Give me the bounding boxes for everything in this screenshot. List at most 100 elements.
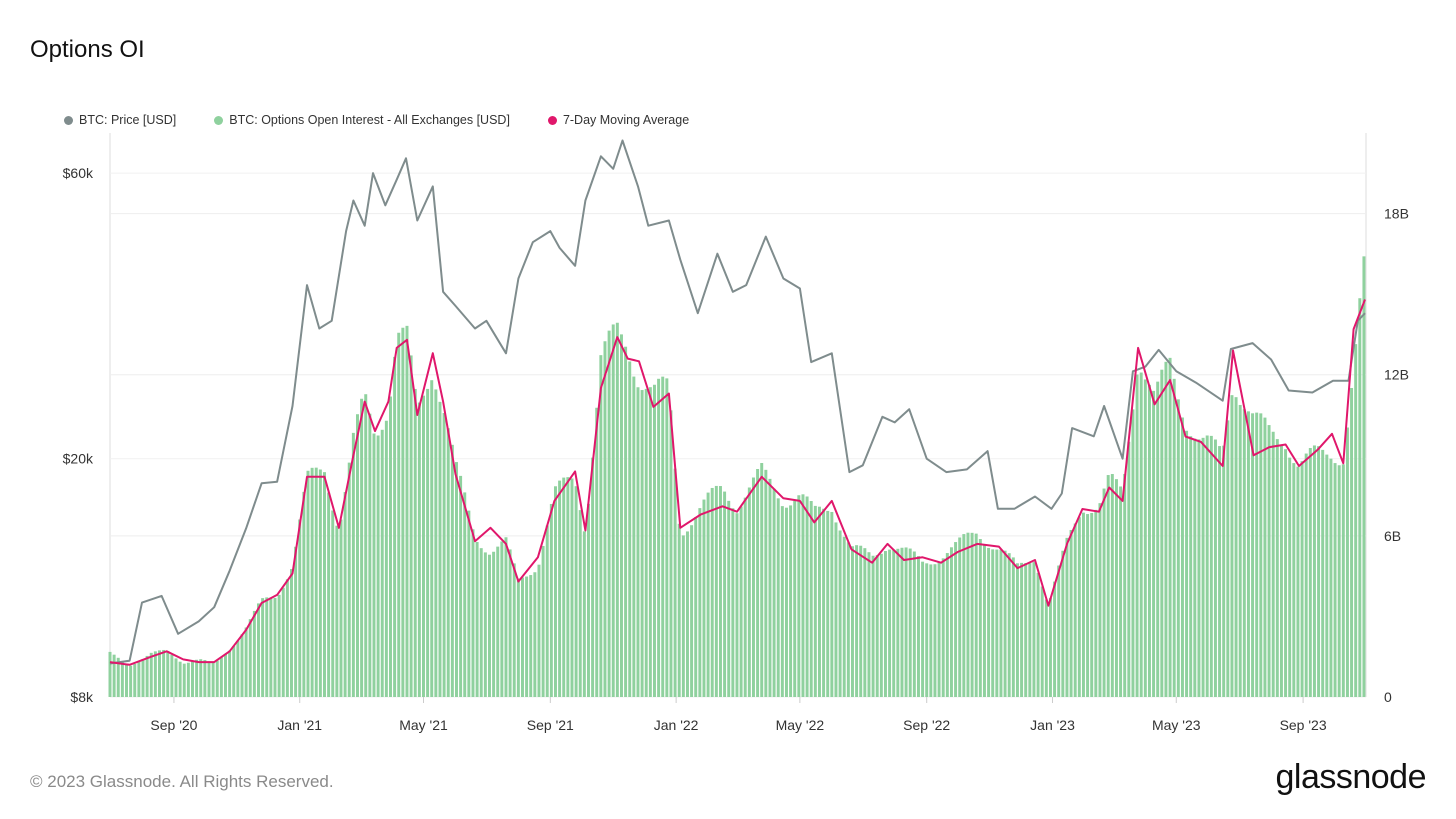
oi-bar — [941, 558, 945, 697]
oi-bar — [966, 532, 970, 697]
oi-bar — [1292, 463, 1296, 697]
oi-bar — [628, 361, 632, 697]
oi-bar — [257, 603, 260, 697]
oi-bar — [376, 435, 380, 697]
oi-bar — [603, 341, 607, 697]
oi-bar — [813, 505, 817, 697]
oi-bar — [768, 478, 772, 697]
oi-bar — [356, 414, 359, 697]
oi-bar — [978, 539, 982, 697]
oi-bar — [1065, 537, 1069, 697]
oi-bar — [492, 551, 496, 697]
oi-bar — [339, 519, 343, 697]
oi-bar — [1271, 431, 1275, 697]
oi-bar — [731, 508, 735, 697]
x-axis-tick-label: Jan '21 — [277, 717, 322, 733]
legend-item-moving-average[interactable]: 7-Day Moving Average — [547, 113, 689, 127]
oi-bar — [681, 535, 685, 697]
oi-bar — [694, 517, 698, 697]
oi-bar — [360, 398, 364, 697]
oi-bar — [566, 477, 570, 697]
oi-bar — [331, 510, 335, 697]
oi-bar — [520, 577, 524, 697]
oi-bar — [1036, 572, 1040, 697]
oi-bar — [912, 551, 916, 697]
oi-bar — [1205, 435, 1209, 697]
oi-bar — [879, 553, 883, 697]
oi-bar — [582, 531, 586, 697]
left-axis-tick-label: $8k — [70, 689, 94, 705]
oi-bar — [1139, 372, 1143, 697]
oi-bar — [1102, 488, 1106, 697]
oi-bar — [182, 663, 186, 697]
oi-bar — [479, 548, 483, 697]
oi-bar — [215, 660, 219, 697]
legend-item-price[interactable]: BTC: Price [USD] — [64, 113, 176, 127]
oi-bar — [306, 470, 310, 697]
oi-bar — [809, 501, 813, 697]
oi-bar — [859, 545, 863, 697]
oi-bar — [648, 387, 652, 697]
oi-bar — [1325, 454, 1329, 697]
oi-bar — [801, 494, 805, 697]
oi-bar — [450, 444, 454, 697]
oi-bar — [1024, 563, 1028, 697]
oi-bar — [632, 376, 636, 697]
legend-item-open-interest[interactable]: BTC: Options Open Interest - All Exchang… — [214, 113, 510, 127]
left-axis-tick-label: $20k — [63, 451, 94, 467]
oi-bar — [1267, 425, 1271, 697]
oi-bar — [426, 388, 430, 697]
oi-bar — [549, 504, 553, 697]
oi-bar — [1172, 378, 1176, 697]
oi-bar — [153, 651, 157, 697]
oi-bar — [1073, 523, 1077, 697]
oi-bar — [1032, 562, 1036, 697]
oi-bar — [991, 549, 995, 697]
oi-bar — [805, 496, 809, 697]
oi-bar — [516, 578, 520, 697]
oi-bar — [1152, 390, 1156, 697]
oi-bar — [661, 376, 665, 697]
oi-bar — [871, 555, 875, 697]
oi-bar — [739, 506, 743, 697]
oi-bar — [1209, 435, 1213, 697]
oi-bar — [611, 324, 615, 697]
oi-bar — [186, 662, 190, 697]
oi-bar — [1015, 563, 1019, 697]
oi-bar — [137, 661, 141, 697]
oi-bar — [570, 478, 574, 697]
oi-bar — [706, 492, 710, 697]
oi-bar — [108, 651, 112, 697]
oi-bar — [211, 662, 215, 697]
oi-bar — [178, 661, 182, 697]
oi-bar — [203, 660, 207, 697]
oi-bar — [1345, 427, 1349, 697]
oi-bar — [1127, 441, 1131, 697]
oi-bar — [1086, 514, 1090, 697]
oi-bar — [727, 500, 731, 697]
oi-bar — [558, 480, 562, 697]
oi-bar — [1213, 439, 1217, 697]
oi-bar — [384, 420, 388, 697]
oi-bar — [496, 546, 500, 697]
oi-bar — [1156, 381, 1160, 697]
oi-bar — [529, 575, 533, 697]
oi-bar — [269, 597, 273, 697]
oi-bar — [1358, 298, 1362, 697]
oi-bar — [405, 325, 409, 697]
oi-bar — [673, 468, 677, 697]
oi-bar — [826, 510, 830, 697]
oi-bar — [916, 556, 920, 697]
oi-bar — [318, 469, 322, 697]
oi-bar — [1189, 436, 1193, 697]
oi-bar — [925, 563, 929, 697]
oi-bar — [471, 529, 475, 697]
oi-bar — [850, 546, 854, 697]
oi-bar — [553, 486, 557, 697]
oi-bar — [822, 508, 826, 697]
oi-bar — [1255, 412, 1259, 697]
oi-bar — [1180, 417, 1184, 697]
oi-bar — [677, 523, 681, 697]
oi-bar — [595, 407, 599, 697]
